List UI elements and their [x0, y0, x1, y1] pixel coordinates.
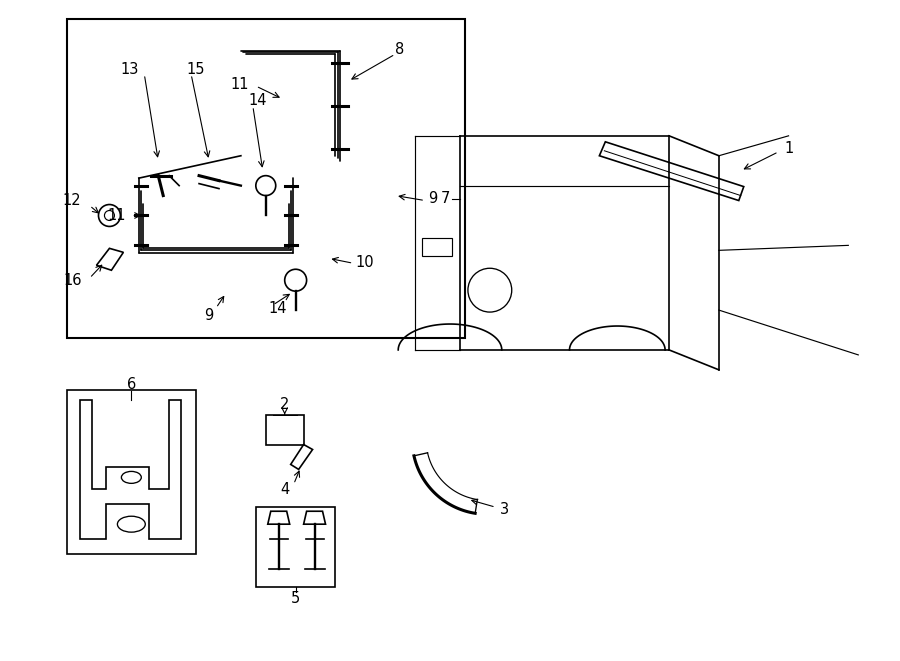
Text: 3: 3 [500, 502, 508, 517]
Text: 10: 10 [356, 254, 374, 270]
Text: 16: 16 [63, 273, 82, 288]
Text: 6: 6 [127, 377, 136, 392]
Text: 14: 14 [248, 93, 267, 108]
Text: 12: 12 [63, 193, 82, 208]
Bar [422, 239, 452, 256]
Bar [256, 507, 336, 587]
Bar [67, 390, 196, 554]
Text: 15: 15 [186, 61, 204, 77]
Text: 11: 11 [230, 77, 248, 91]
Text: 9: 9 [428, 191, 437, 206]
Text: 8: 8 [395, 42, 404, 57]
Text: 9: 9 [204, 307, 213, 323]
Text: 4: 4 [280, 482, 289, 497]
Bar [67, 19, 465, 338]
Bar [266, 414, 303, 444]
Text: 5: 5 [291, 592, 301, 606]
Text: 13: 13 [121, 61, 140, 77]
Text: 11: 11 [108, 208, 126, 223]
Text: 2: 2 [280, 397, 290, 412]
Text: 1: 1 [785, 141, 794, 156]
Text: 7: 7 [441, 191, 450, 206]
Text: 14: 14 [269, 301, 287, 315]
